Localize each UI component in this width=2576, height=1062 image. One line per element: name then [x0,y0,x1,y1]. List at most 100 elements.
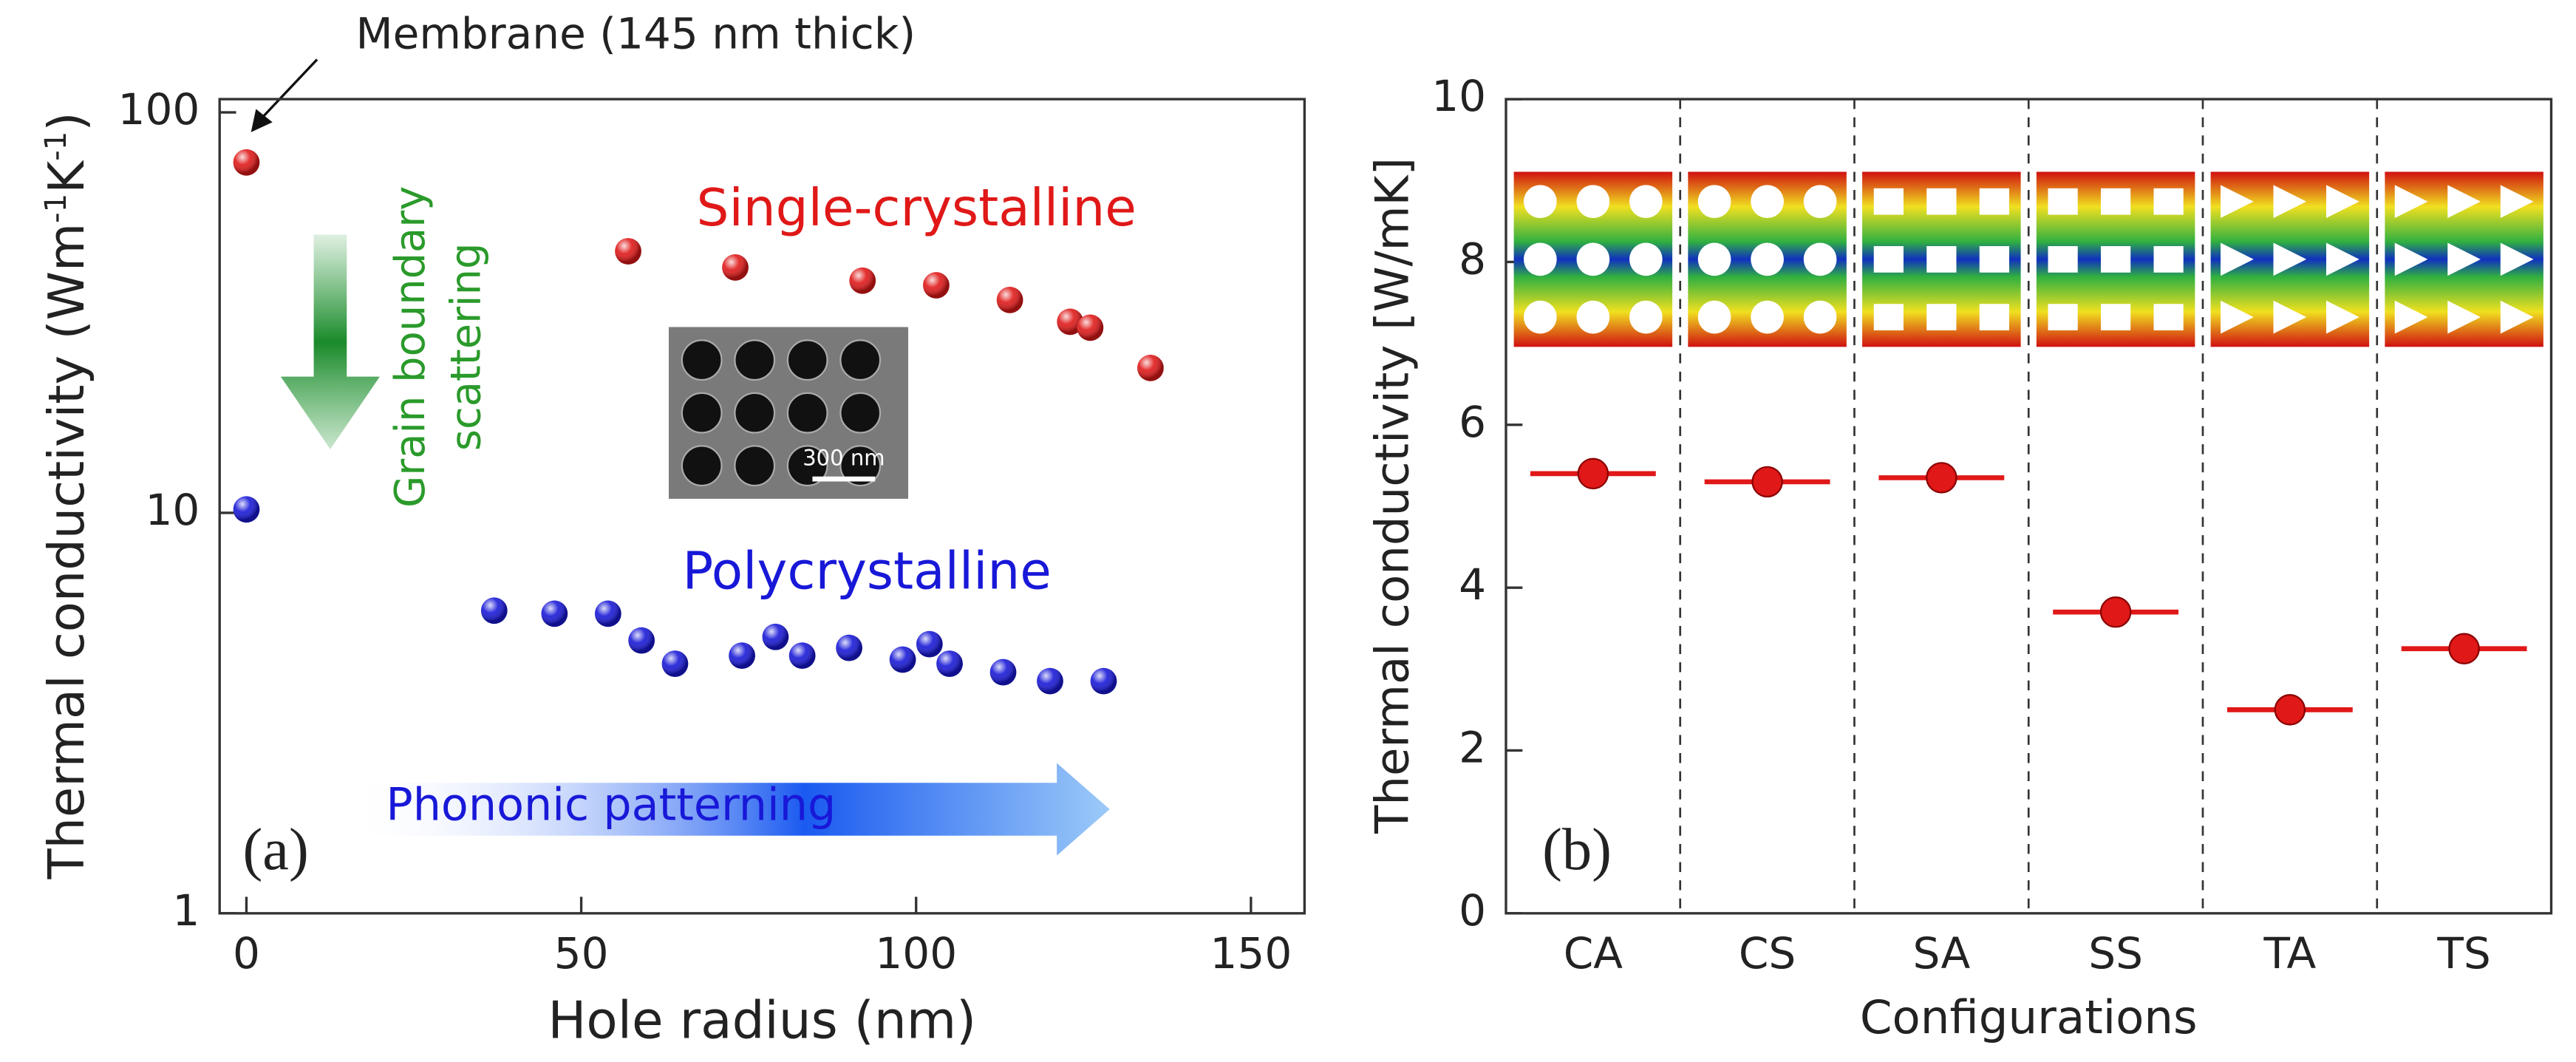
point-shine [1090,667,1117,695]
field-map [1862,171,2021,347]
point-shine [729,642,755,670]
x-tick-label: 0 [233,928,260,978]
x-tick-label: SS [2088,928,2143,978]
field-map [2036,171,2195,347]
phononic-arrow [347,763,1110,856]
point-shine [1037,667,1063,695]
point-shine [923,272,950,299]
point [615,238,641,265]
hole [1803,185,1837,219]
point-shine [615,238,641,265]
y-tick-label: 100 [117,84,200,135]
hole [2048,304,2078,330]
sem-inset [669,327,909,499]
point-shine [233,149,260,176]
hole [2273,300,2307,334]
hole [2153,188,2184,215]
hole [1926,304,1957,330]
hole [1979,246,2009,273]
field-map [2385,171,2543,347]
hole [1697,300,1731,334]
point [1077,314,1104,341]
hole [2153,304,2184,330]
point-shine [1077,314,1104,341]
y-axis-label-part: -1 [39,132,73,161]
hole [2220,185,2254,219]
hole [2100,246,2131,273]
y-axis-label-part: -1 [39,194,73,223]
hole [1523,300,1557,334]
point [1751,466,1783,498]
point [788,642,816,670]
point-shine [916,630,943,658]
hole [2447,300,2481,334]
point-shine [936,650,963,677]
point [2448,633,2480,665]
scale-bar-label: 300 nm [803,445,885,470]
point-shine [480,597,508,624]
y-tick-label: 8 [1459,234,1486,285]
hole [1926,246,1957,273]
plot-frame [218,98,1306,915]
hole [2220,242,2254,276]
hole [2326,242,2359,276]
panel-label: (a) [242,817,308,882]
hole [2100,188,2131,215]
point [923,272,950,299]
y-axis-label-part: ) [37,112,95,132]
point-shine [762,623,789,650]
hole [2394,185,2428,219]
y-tick-label: 10 [145,485,200,535]
hole [2394,300,2428,334]
point [836,634,862,661]
hole [1803,242,1837,276]
hole [2500,185,2534,219]
field-map [1688,171,1847,347]
point-shine [989,658,1017,686]
annotation: Grain boundary [386,186,435,508]
point-shine [788,642,816,670]
y-tick-label: 10 [1431,71,1486,121]
point [996,287,1023,313]
point [2099,596,2132,628]
x-tick-label: SA [1912,928,1970,978]
x-tick-label: 150 [1210,928,1292,978]
series-label: Single-crystalline [697,179,1137,238]
hole [2447,242,2481,276]
annotation: Membrane (145 nm thick) [355,8,916,58]
point-shine [541,600,568,627]
hole [2048,188,2078,215]
hole [2500,242,2534,276]
grain-arrow [280,234,380,449]
hole [2273,185,2307,219]
hole [1751,185,1784,219]
point [594,600,621,627]
hole [1751,242,1784,276]
point [2274,694,2306,726]
y-tick-label: 6 [1459,397,1486,447]
point-shine [1137,355,1164,381]
x-tick-label: 100 [875,928,957,978]
y-axis-label-part: Thermal conductivity (Wm [37,223,95,880]
point [1137,355,1164,381]
hole [2273,242,2307,276]
x-tick-label: CA [1564,928,1623,978]
hole [2048,246,2078,273]
y-tick-label: 2 [1459,723,1486,773]
point [989,658,1017,686]
hole [1873,304,1904,330]
field-map [1513,171,1673,347]
hole [1979,304,2009,330]
point [722,253,749,281]
point [480,597,508,624]
point [889,646,916,673]
x-tick-label: TS [2436,928,2490,978]
point-shine [661,650,689,677]
hole [2100,304,2131,330]
point [628,627,655,654]
point-shine [889,646,916,673]
hole [1576,300,1610,334]
x-tick-label: CS [1739,928,1796,978]
point [936,650,963,677]
